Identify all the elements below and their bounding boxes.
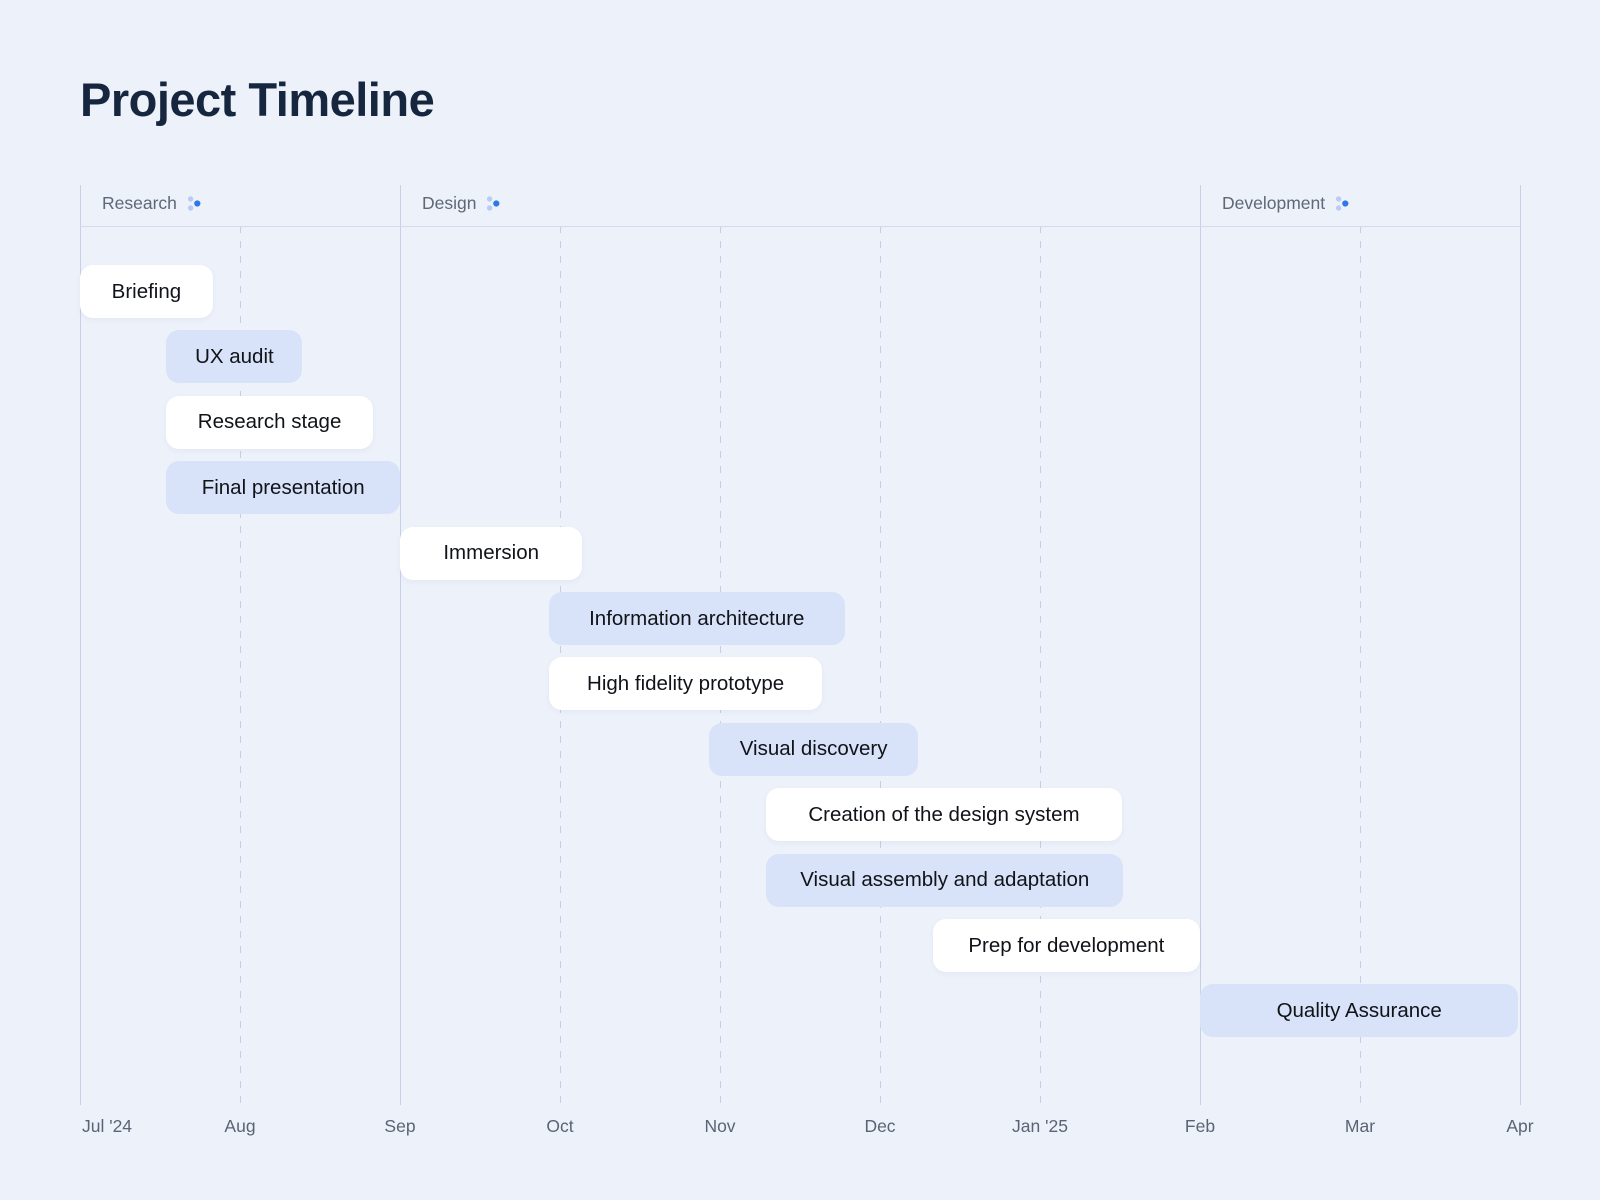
task-label-visual-assembly-and-adaptation: Visual assembly and adaptation — [800, 868, 1090, 892]
phase-menu-dots-icon[interactable] — [186, 195, 202, 212]
grid-line-jan-25 — [1039, 226, 1041, 1105]
task-bar-research-stage[interactable]: Research stage — [166, 395, 373, 449]
phase-label-research: Research — [102, 193, 177, 213]
task-bar-visual-assembly-and-adaptation[interactable]: Visual assembly and adaptation — [766, 853, 1124, 907]
task-label-final-presentation: Final presentation — [201, 475, 365, 499]
axis-label-aug: Aug — [224, 1116, 256, 1136]
task-label-creation-of-the-design-system: Creation of the design system — [808, 802, 1080, 826]
task-label-visual-discovery: Visual discovery — [739, 737, 888, 761]
dot — [194, 200, 201, 207]
phase-menu-dots-icon[interactable] — [1334, 195, 1350, 212]
phase-label-development: Development — [1222, 193, 1326, 213]
dot — [187, 196, 194, 202]
dot — [1342, 200, 1349, 207]
axis-label-feb: Feb — [1184, 1116, 1216, 1136]
task-bar-prep-for-development[interactable]: Prep for development — [932, 919, 1200, 972]
grid-line-apr — [1519, 185, 1521, 1105]
dot — [487, 205, 493, 211]
axis-label-jul-24: Jul '24 — [82, 1116, 133, 1136]
phase-header-research: Research — [102, 193, 202, 214]
task-bar-briefing[interactable]: Briefing — [80, 265, 213, 318]
phase-header-design: Design — [422, 193, 501, 214]
task-label-ux-audit: UX audit — [195, 344, 274, 368]
axis-label-oct: Oct — [546, 1116, 574, 1136]
task-label-prep-for-development: Prep for development — [968, 933, 1165, 957]
page-title: Project Timeline — [80, 73, 435, 126]
grid-line-mar — [1359, 226, 1361, 1105]
phase-header-development: Development — [1222, 193, 1350, 214]
dot — [1336, 205, 1342, 211]
grid-line-jul-24 — [79, 185, 81, 1105]
axis-label-sep: Sep — [384, 1116, 416, 1136]
dot — [487, 196, 493, 202]
phase-label-design: Design — [422, 193, 477, 213]
task-label-research-stage: Research stage — [197, 410, 342, 434]
axis-label-mar: Mar — [1344, 1116, 1376, 1136]
task-bar-quality-assurance[interactable]: Quality Assurance — [1200, 984, 1519, 1038]
grid-line-aug — [239, 226, 241, 1105]
task-bar-creation-of-the-design-system[interactable]: Creation of the design system — [766, 788, 1122, 842]
dot — [493, 200, 500, 207]
task-label-briefing: Briefing — [111, 279, 182, 303]
task-bar-ux-audit[interactable]: UX audit — [166, 330, 303, 384]
axis-label-apr: Apr — [1506, 1116, 1534, 1136]
task-label-information-architecture: Information architecture — [589, 606, 805, 630]
grid-line-feb — [1199, 185, 1201, 1105]
dot — [1336, 196, 1342, 202]
gantt-chart: Research Design Development Briefing UX audi… — [79, 185, 1521, 1105]
task-bar-high-fidelity-prototype[interactable]: High fidelity prototype — [548, 657, 823, 711]
task-bar-visual-discovery[interactable]: Visual discovery — [708, 722, 919, 776]
task-bar-information-architecture[interactable]: Information architecture — [548, 592, 845, 645]
axis-label-jan-25: Jan '25 — [1012, 1116, 1068, 1136]
task-bar-immersion[interactable]: Immersion — [400, 526, 583, 580]
time-axis: Jul '24 Aug Sep Oct Nov Dec Jan '25 Feb Mar Apr — [80, 1116, 1534, 1150]
grid-line-sep — [399, 185, 401, 1105]
dot — [187, 205, 194, 211]
task-label-immersion: Immersion — [443, 541, 540, 565]
task-label-quality-assurance: Quality Assurance — [1276, 998, 1442, 1022]
task-bar-final-presentation[interactable]: Final presentation — [166, 461, 400, 515]
phase-menu-dots-icon[interactable] — [485, 195, 501, 212]
task-label-high-fidelity-prototype: High fidelity prototype — [587, 671, 785, 695]
axis-label-nov: Nov — [704, 1116, 736, 1136]
phase-header-divider — [80, 226, 1520, 227]
grid-line-dec — [879, 226, 881, 1105]
axis-label-dec: Dec — [864, 1116, 896, 1136]
